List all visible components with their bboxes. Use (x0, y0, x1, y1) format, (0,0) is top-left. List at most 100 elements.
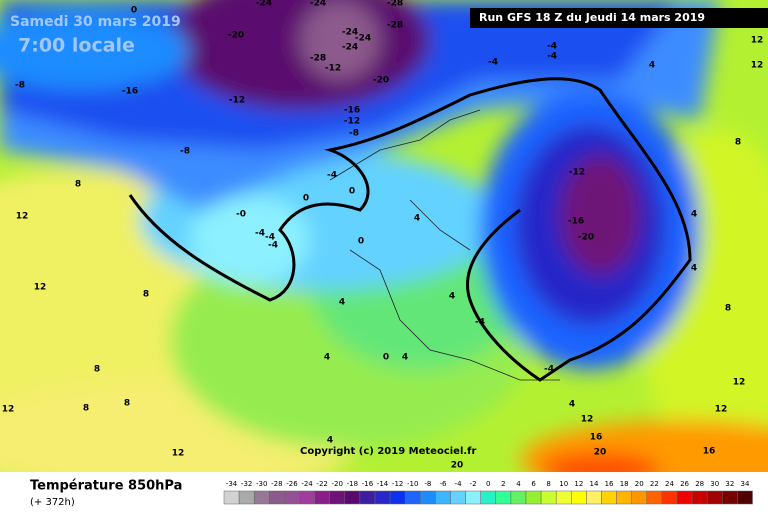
scale-label: -26 (286, 480, 298, 488)
run-info: Run GFS 18 Z du Jeudi 14 mars 2019 (479, 11, 705, 24)
scale-label: 16 (605, 480, 614, 488)
isotherm-label: 8 (725, 304, 731, 314)
scale-swatch (238, 490, 255, 505)
scale-swatch (495, 490, 512, 505)
scale-label: 10 (559, 480, 568, 488)
isotherm-label: 4 (649, 61, 655, 71)
scale-label: -2 (470, 480, 477, 488)
scale-swatch (420, 490, 436, 505)
scale-label: 28 (695, 480, 704, 488)
isotherm-label: 4 (402, 353, 408, 363)
scale-label: 8 (546, 480, 550, 488)
isotherm-label: -24 (342, 28, 358, 38)
scale-label: -24 (301, 480, 313, 488)
scale-swatch (253, 490, 270, 505)
scale-label: 12 (574, 480, 583, 488)
coastline (329, 109, 560, 381)
scale-swatch (435, 490, 451, 505)
isotherm-label: 4 (449, 292, 455, 302)
scale-label: 26 (680, 480, 689, 488)
scale-swatch (555, 490, 572, 505)
scale-swatch (284, 490, 300, 505)
isotherm-label: 12 (2, 405, 15, 415)
scale-label: -12 (392, 480, 403, 488)
scale-swatch (404, 490, 421, 505)
isotherm-label: -4 (255, 229, 265, 239)
scale-label: 14 (589, 480, 598, 488)
isotherm-label: -24 (355, 34, 371, 44)
isotherm-label: -12 (325, 64, 341, 74)
isotherm-label: -24 (256, 0, 272, 9)
isotherm-label: -24 (310, 0, 326, 9)
isotherm-label: -4 (475, 318, 485, 328)
forecast-time: 7:00 locale (18, 35, 135, 57)
isotherm-label: -0 (236, 210, 246, 220)
scale-label: -32 (241, 480, 252, 488)
scale-label: 30 (710, 480, 719, 488)
zero-isotherm (128, 77, 692, 382)
scale-swatch (314, 490, 330, 505)
scale-label: 22 (650, 480, 659, 488)
scale-label: 6 (531, 480, 536, 488)
isotherm-label: -24 (342, 43, 358, 53)
isotherm-label: 8 (94, 365, 100, 375)
scale-swatch (480, 490, 497, 505)
scale-label: 24 (665, 480, 674, 488)
isotherm-label: 12 (751, 36, 764, 46)
scale-label: -30 (256, 480, 267, 488)
scale-label: -22 (316, 480, 327, 488)
scale-label: 32 (725, 480, 734, 488)
scale-swatch (661, 490, 678, 505)
scale-label: 34 (740, 480, 749, 488)
isotherm-label: -16 (568, 217, 584, 227)
scale-label: -8 (424, 480, 431, 488)
scale-swatch (737, 490, 753, 505)
isotherm-label: -16 (122, 87, 138, 97)
isotherm-label: 8 (735, 138, 741, 148)
scale-swatch (676, 490, 693, 505)
footer-lead: (+ 372h) (30, 497, 75, 508)
scale-swatch (299, 490, 315, 505)
scale-label: 0 (486, 480, 490, 488)
scale-swatch (601, 490, 617, 505)
scale-swatch (329, 490, 346, 505)
scale-label: -14 (377, 480, 389, 488)
scale-swatch (359, 490, 376, 505)
run-box (470, 8, 768, 28)
isotherm-label: 0 (303, 194, 309, 204)
scale-label: 20 (635, 480, 644, 488)
isotherm-label: 12 (715, 405, 728, 415)
isotherm-label: 12 (751, 61, 764, 71)
scale-label: 2 (501, 480, 505, 488)
footer-title: Température 850hPa (30, 479, 182, 494)
scale-swatch (540, 490, 557, 505)
isotherm-label: 8 (143, 290, 149, 300)
temperature-field (0, 0, 768, 472)
scale-label: -16 (362, 480, 374, 488)
isotherm-label: -8 (349, 129, 359, 139)
scale-label: -18 (347, 480, 358, 488)
scale-swatch (722, 490, 738, 505)
scale-swatch (616, 490, 632, 505)
copyright: Copyright (c) 2019 Meteociel.fr (300, 446, 477, 457)
isotherm-label: -16 (344, 106, 360, 116)
isotherm-label: -4 (488, 58, 498, 68)
scale-swatch (525, 490, 542, 505)
isotherm-label: 12 (34, 283, 47, 293)
scale-label: -34 (226, 480, 238, 488)
isotherm-label: 16 (703, 447, 716, 457)
isotherm-label: -20 (228, 31, 244, 41)
isotherm-label: 12 (733, 378, 746, 388)
isotherm-label: -28 (387, 0, 403, 9)
scale-swatch (571, 490, 587, 505)
isotherm-label: -12 (569, 168, 585, 178)
isotherm-label: -4 (547, 42, 557, 52)
isotherm-label: 4 (327, 436, 333, 446)
scale-swatch (586, 490, 602, 505)
isotherm-label: -8 (15, 81, 25, 91)
isotherm-label: 12 (172, 449, 185, 459)
scale-label: -28 (271, 480, 282, 488)
isotherm-label: 4 (414, 214, 420, 224)
isotherm-label: 8 (75, 180, 81, 190)
scale-label: 18 (620, 480, 629, 488)
